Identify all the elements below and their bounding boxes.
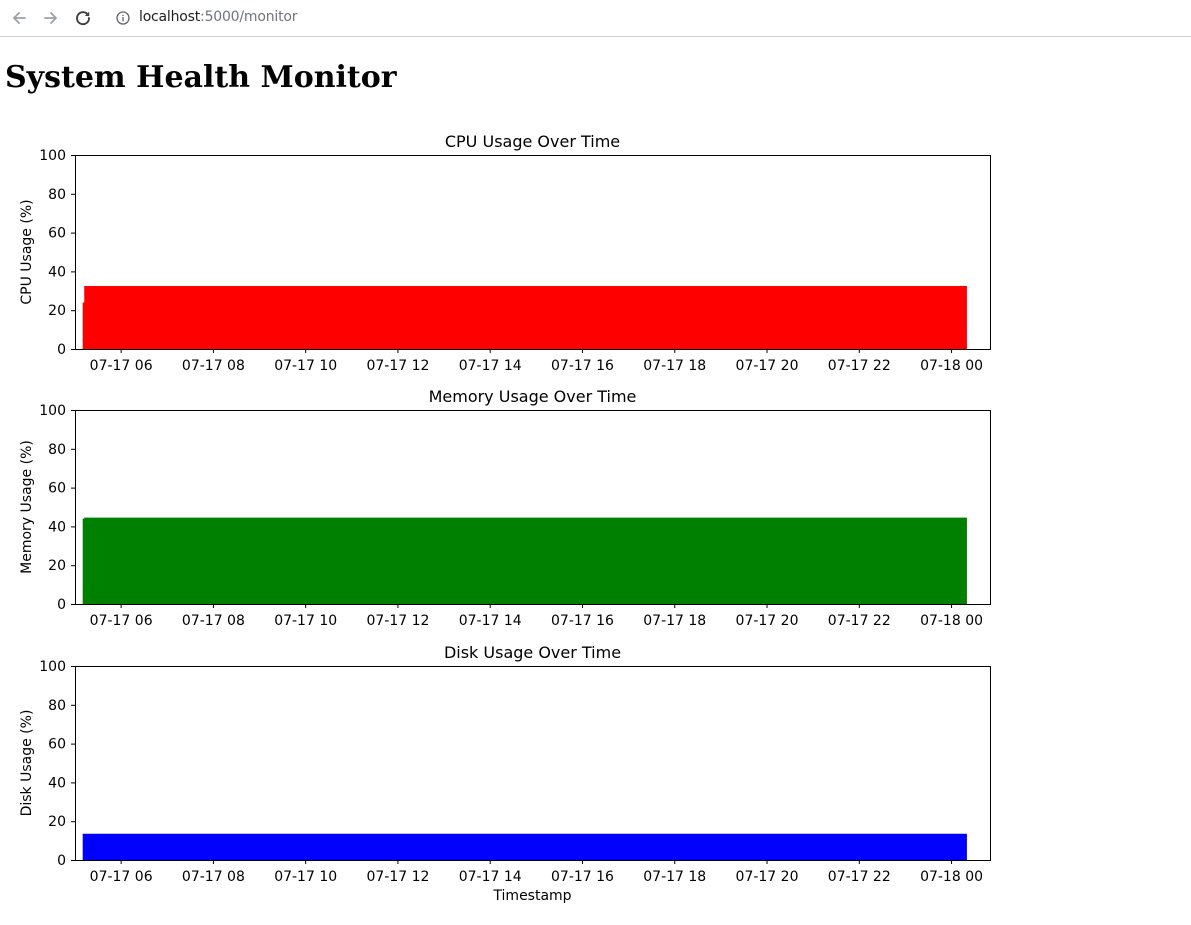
url-text[interactable]: localhost:5000/monitor	[139, 9, 297, 25]
chart-title-1: CPU Usage Over Time	[445, 132, 620, 151]
x-tick-label-1-07-17-14: 07-17 14	[459, 358, 522, 374]
x-tick-label-3-07-18-00: 07-18 00	[920, 869, 983, 885]
chart-title-2: Memory Usage Over Time	[429, 387, 637, 406]
x-tick-label-1-07-17-18: 07-17 18	[643, 358, 706, 374]
info-circle-icon[interactable]	[116, 11, 130, 25]
x-tick-label-3-07-17-16: 07-17 16	[551, 869, 614, 885]
x-tick-label-1-07-18-00: 07-18 00	[920, 358, 983, 374]
x-tick-label-3-07-17-10: 07-17 10	[274, 869, 337, 885]
x-axis-label-3: Timestamp	[492, 888, 571, 904]
x-tick-label-1-07-17-20: 07-17 20	[736, 358, 799, 374]
x-tick-label-3-07-17-06: 07-17 06	[90, 869, 153, 885]
y-tick-label-1-40: 40	[48, 264, 66, 280]
x-tick-label-1-07-17-10: 07-17 10	[274, 358, 337, 374]
y-tick-label-1-20: 20	[48, 303, 66, 319]
y-tick-label-3-20: 20	[48, 814, 66, 830]
y-axis-label-3: Disk Usage (%)	[19, 710, 35, 817]
y-tick-label-2-80: 80	[48, 442, 66, 458]
url-path: :5000/monitor	[200, 9, 298, 25]
x-tick-label-2-07-17-18: 07-17 18	[643, 613, 706, 629]
x-tick-label-3-07-17-18: 07-17 18	[643, 869, 706, 885]
charts-figure: CPU Usage Over Time 0 20 40 60 80 100 07-17 06 0…	[19, 132, 991, 904]
y-tick-label-2-0: 0	[57, 597, 66, 613]
y-tick-label-3-0: 0	[57, 853, 66, 869]
page-title: System Health Monitor	[5, 60, 397, 95]
x-tick-label-2-07-17-16: 07-17 16	[551, 613, 614, 629]
x-tick-label-2-07-17-06: 07-17 06	[90, 613, 153, 629]
x-tick-label-3-07-17-08: 07-17 08	[182, 869, 245, 885]
chart-frame-3	[75, 666, 991, 861]
back-button[interactable]	[7, 6, 31, 30]
x-tick-label-3-07-17-14: 07-17 14	[459, 869, 522, 885]
chart-frame-1	[75, 155, 991, 350]
arrow-left-icon	[13, 12, 26, 24]
address-bar[interactable]: localhost:5000/monitor	[104, 3, 1184, 33]
monitor-figure: CPU Usage Over Time 0 20 40 60 80 100 07-17 06 0…	[0, 115, 1000, 919]
reload-icon	[76, 11, 90, 26]
y-tick-label-2-20: 20	[48, 558, 66, 574]
x-tick-label-2-07-17-20: 07-17 20	[736, 613, 799, 629]
y-tick-label-1-0: 0	[57, 342, 66, 358]
chart-bars-3	[82, 833, 967, 860]
y-tick-label-3-80: 80	[48, 698, 66, 714]
x-tick-label-3-07-17-20: 07-17 20	[736, 869, 799, 885]
y-axis-label-1: CPU Usage (%)	[19, 199, 35, 304]
x-tick-label-1-07-17-16: 07-17 16	[551, 358, 614, 374]
x-tick-label-1-07-17-22: 07-17 22	[828, 358, 891, 374]
x-tick-label-1-07-17-06: 07-17 06	[90, 358, 153, 374]
y-tick-label-3-100: 100	[39, 659, 66, 675]
y-tick-label-1-100: 100	[39, 148, 66, 164]
chart-bars-1	[82, 285, 967, 349]
x-tick-label-2-07-17-12: 07-17 12	[366, 613, 429, 629]
chart-title-3: Disk Usage Over Time	[444, 643, 621, 662]
x-tick-label-2-07-17-22: 07-17 22	[828, 613, 891, 629]
url-host: localhost	[139, 9, 201, 25]
y-tick-label-2-60: 60	[48, 481, 66, 497]
y-tick-label-1-80: 80	[48, 187, 66, 203]
y-tick-label-2-40: 40	[48, 519, 66, 535]
reload-button[interactable]	[71, 6, 95, 30]
x-tick-label-3-07-17-22: 07-17 22	[828, 869, 891, 885]
x-tick-label-1-07-17-12: 07-17 12	[366, 358, 429, 374]
x-tick-label-2-07-17-14: 07-17 14	[459, 613, 522, 629]
y-tick-label-3-60: 60	[48, 737, 66, 753]
arrow-right-icon	[44, 12, 57, 24]
x-tick-label-2-07-18-00: 07-18 00	[920, 613, 983, 629]
x-tick-label-2-07-17-10: 07-17 10	[274, 613, 337, 629]
x-tick-label-1-07-17-08: 07-17 08	[182, 358, 245, 374]
browser-toolbar: localhost:5000/monitor	[0, 0, 1191, 37]
y-tick-label-1-60: 60	[48, 226, 66, 242]
x-tick-label-3-07-17-12: 07-17 12	[366, 869, 429, 885]
y-axis-label-2: Memory Usage (%)	[19, 440, 35, 574]
x-tick-label-2-07-17-08: 07-17 08	[182, 613, 245, 629]
y-tick-label-2-100: 100	[39, 403, 66, 419]
chart-bars-2	[82, 517, 967, 604]
forward-button[interactable]	[39, 6, 63, 30]
chart-frame-2	[75, 410, 991, 605]
y-tick-label-3-40: 40	[48, 775, 66, 791]
